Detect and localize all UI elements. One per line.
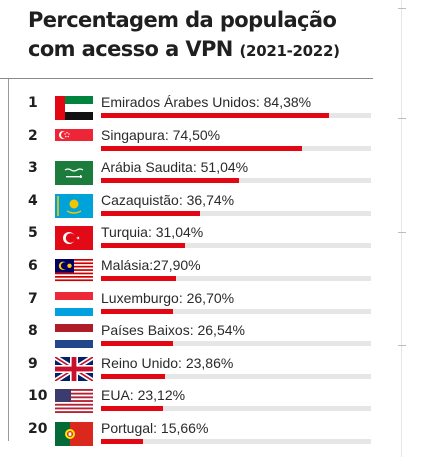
bar [101, 210, 201, 216]
bar-label: Reino Unido: 23,86% [101, 354, 234, 371]
malaysia-flag-icon [55, 259, 93, 283]
edge-tick [398, 8, 406, 9]
bar-label: Singapura: 74,50% [101, 126, 221, 143]
bar-row: 4 Cazaquistão: 36,74% [0, 191, 380, 225]
uk-flag-icon [55, 357, 93, 381]
bar-track [101, 439, 371, 444]
kazakhstan-flag-icon [55, 193, 93, 218]
bar-track [101, 341, 371, 347]
bar [101, 308, 174, 314]
edge-tick [398, 232, 406, 233]
bar-row: 1 Emirados Árabes Unidos: 84,38% [0, 94, 380, 127]
bar [101, 373, 166, 379]
bar-label: Turquia: 31,04% [101, 224, 204, 241]
rank-label: 4 [28, 192, 38, 209]
portugal-flag-icon [55, 422, 93, 446]
bar-label: Malásia:27,90% [101, 257, 201, 273]
bar [101, 276, 177, 281]
bar-row: 10 EUA: 23,12% [0, 387, 380, 420]
bar-row: 9 Reino Unido: 23,86% [0, 354, 380, 388]
bar-label: Luxemburgo: 26,70% [101, 289, 235, 306]
bar [101, 341, 173, 347]
rank-label: 20 [28, 421, 48, 437]
uae-flag-icon [55, 96, 93, 120]
bar-label: Portugal: 15,66% [101, 420, 209, 436]
bar-track [101, 145, 371, 151]
bar-label: Cazaquistão: 36,74% [101, 191, 235, 208]
rank-label: 10 [28, 388, 48, 405]
edge-tick [398, 118, 406, 119]
bar-row: 8 Países Baixos: 26,54% [0, 322, 380, 355]
rank-label: 8 [28, 323, 38, 340]
bar-label: Emirados Árabes Unidos: 84,38% [101, 94, 312, 110]
turkey-flag-icon [55, 226, 93, 251]
rank-label: 1 [28, 95, 38, 111]
bar [101, 439, 144, 444]
bar-row: 20 Portugal: 15,66% [0, 420, 380, 453]
page-edge-line [401, 0, 402, 457]
bar [101, 145, 303, 151]
usa-flag-icon [55, 389, 93, 414]
chart-title-line1: Percentagem da população [28, 8, 337, 32]
rank-label: 7 [28, 290, 38, 307]
bar-label: Países Baixos: 26,54% [101, 322, 245, 339]
edge-tick [398, 345, 406, 346]
saudi-arabia-flag-icon [55, 161, 93, 186]
bar-row: 3 Arábia Saudita: 51,04% [0, 159, 380, 192]
bar [101, 178, 239, 184]
bar-track [101, 373, 371, 379]
bar-track [101, 178, 371, 184]
bar-label: Arábia Saudita: 51,04% [101, 159, 249, 176]
bar-label: EUA: 23,12% [101, 387, 186, 404]
rank-label: 3 [28, 160, 38, 177]
bar-row: 7 Luxemburgo: 26,70% [0, 289, 380, 323]
header-rule [0, 78, 373, 79]
bar-track [101, 210, 371, 216]
bar [101, 113, 329, 118]
bar-row: 6 Malásia:27,90% [0, 257, 380, 290]
netherlands-flag-icon [55, 324, 93, 349]
chart-title-line2: com acesso a VPN (2021-2022) [28, 35, 388, 66]
bar-track [101, 308, 371, 314]
bar-track [101, 406, 371, 412]
bar-track [101, 276, 371, 281]
luxembourg-flag-icon [55, 291, 93, 316]
chart-title-years: (2021-2022) [239, 42, 340, 60]
bar-row: 2 Singapura: 74,50% [0, 126, 380, 160]
left-rule [8, 79, 9, 441]
bar-row: 5 Turquia: 31,04% [0, 224, 380, 257]
singapore-flag-icon [55, 128, 93, 153]
bar-track [101, 113, 371, 118]
chart-title-line2-text: com acesso a VPN [28, 37, 233, 61]
bar [101, 406, 164, 412]
rank-label: 2 [28, 127, 38, 144]
rank-label: 6 [28, 258, 38, 274]
bar [101, 243, 185, 249]
rank-label: 5 [28, 225, 38, 242]
bar-track [101, 243, 371, 249]
chart-title: Percentagem da população com acesso a VP… [28, 6, 388, 66]
rank-label: 9 [28, 355, 38, 372]
